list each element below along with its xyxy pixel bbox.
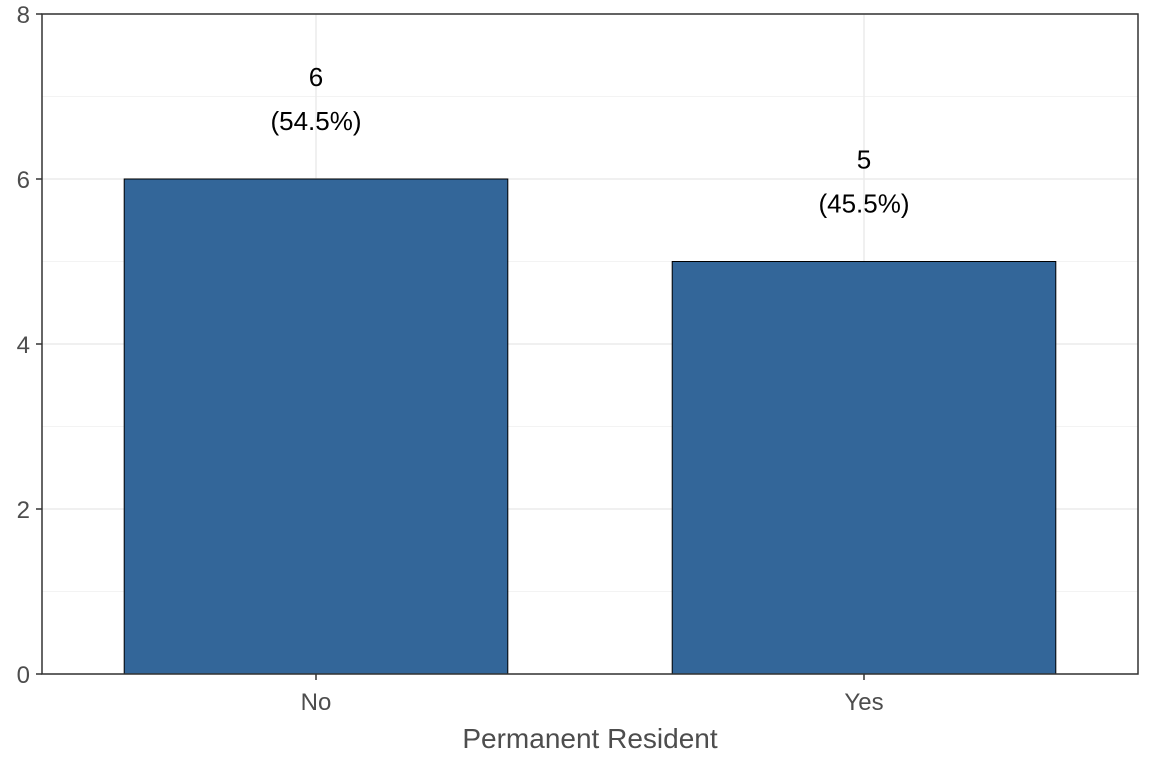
y-tick-label: 8: [17, 2, 30, 29]
y-tick-label: 4: [17, 332, 30, 359]
y-tick-label: 2: [17, 497, 30, 524]
x-axis-title: Permanent Resident: [462, 723, 717, 754]
axes: 0 2 4 6 8 No Yes: [17, 2, 884, 716]
data-labels: 6 (54.5%) 5 (45.5%): [270, 62, 909, 219]
y-tick-label: 0: [17, 662, 30, 689]
value-label: 6: [309, 62, 323, 92]
x-tick-label: No: [301, 689, 332, 716]
x-tick-label: Yes: [844, 689, 883, 716]
percent-label: (45.5%): [818, 189, 909, 219]
bar-yes: [671, 261, 1057, 675]
bar-no: [123, 178, 509, 675]
percent-label: (54.5%): [270, 106, 361, 136]
value-label: 5: [857, 145, 871, 175]
bars: [123, 178, 1057, 675]
y-tick-label: 6: [17, 167, 30, 194]
